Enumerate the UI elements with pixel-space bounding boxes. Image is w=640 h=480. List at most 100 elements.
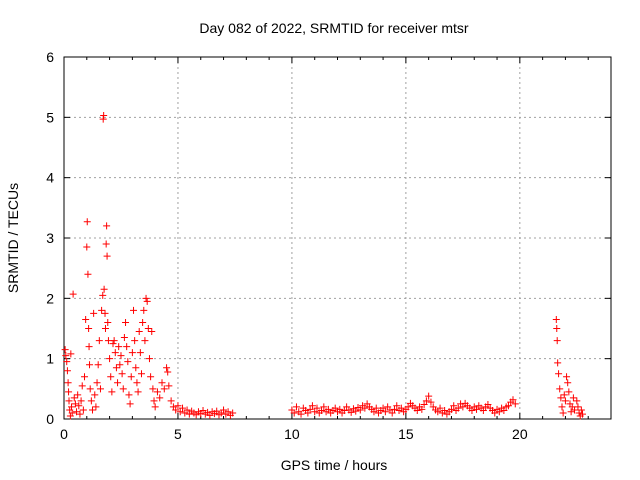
data-point [99,291,107,299]
data-point [124,358,132,366]
data-point [347,408,355,416]
data-point [308,402,316,410]
data-point [94,361,102,369]
data-point [569,394,577,402]
data-point [148,328,156,336]
data-point [165,382,173,390]
data-points [61,112,587,420]
data-point [320,403,328,411]
data-point [101,309,109,317]
data-point [313,404,321,412]
x-axis-label: GPS time / hours [281,457,388,473]
data-point [388,409,396,417]
data-point [560,391,568,399]
data-point [418,405,426,413]
data-point [555,370,563,378]
data-point [125,391,133,399]
data-point [561,397,569,405]
data-point [554,359,562,367]
data-point [336,405,344,413]
data-point [557,394,565,402]
x-tick-label: 20 [512,426,528,442]
data-point [79,406,87,414]
data-point [91,391,99,399]
data-point [220,406,228,414]
data-point [93,379,101,387]
data-point [361,404,369,412]
data-point [134,388,142,396]
data-point [81,373,89,381]
y-tick-label: 3 [46,230,54,246]
data-point [160,385,168,393]
y-tick-label: 1 [46,351,54,367]
data-point [370,408,378,416]
data-point [78,382,86,390]
data-point [422,397,430,405]
data-point [484,401,492,409]
axis-tick-labels: 0 5 10 15 20 0 1 2 3 4 5 6 [46,49,528,442]
data-point [112,364,120,372]
data-point [117,352,125,360]
y-tick-label: 4 [46,170,54,186]
data-point [88,406,96,414]
data-point [100,285,108,293]
data-point [128,349,136,357]
data-point [379,404,387,412]
data-point [574,403,582,411]
y-tick-label: 0 [46,411,54,427]
data-point [143,297,151,305]
data-point [425,392,433,400]
data-point [563,373,571,381]
x-tick-label: 0 [60,426,68,442]
data-point [149,385,157,393]
data-point [145,355,153,363]
axis-ticks [63,56,612,420]
data-point [164,368,172,376]
data-point [63,367,71,375]
data-point [120,334,128,342]
data-point [87,397,95,405]
data-point [111,349,119,357]
data-point [318,407,326,415]
data-point [311,408,319,416]
data-point [130,306,138,314]
data-point [183,406,191,414]
data-point [95,337,103,345]
data-point [83,218,91,226]
data-point [306,405,314,413]
data-point [132,364,140,372]
data-point [468,407,476,415]
data-point [397,404,405,412]
data-point [381,408,389,416]
data-point [64,379,72,387]
data-point [290,409,298,417]
data-point [144,325,152,332]
data-point [75,402,83,410]
data-point [109,340,117,348]
data-point [479,407,487,415]
data-point [459,403,467,411]
data-point [292,403,300,411]
data-point [90,309,98,317]
data-point [137,370,145,378]
data-point [571,406,579,414]
data-point [511,400,519,408]
data-point [304,409,312,417]
data-point [83,243,91,251]
data-point [103,222,111,230]
data-point [66,412,74,420]
data-point [84,270,92,278]
data-point [176,408,184,416]
data-point [142,294,150,302]
data-point [119,385,127,393]
data-point [86,385,94,393]
data-point [140,306,148,314]
data-point [229,409,237,417]
data-point [356,406,364,414]
data-point [63,358,71,366]
data-point [172,406,180,414]
data-point [85,343,93,351]
y-tick-label: 5 [46,109,54,125]
data-point [107,373,115,381]
